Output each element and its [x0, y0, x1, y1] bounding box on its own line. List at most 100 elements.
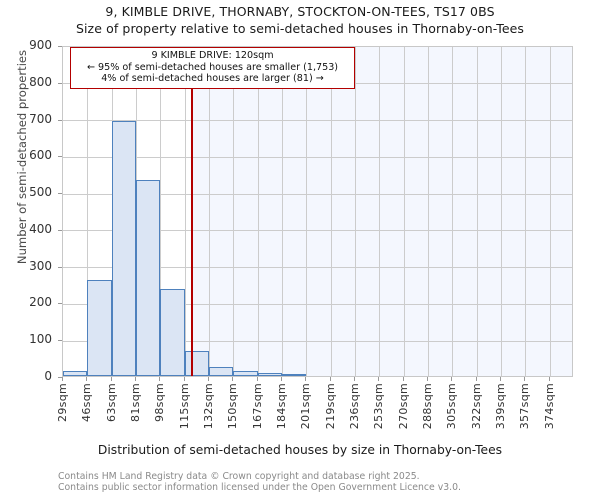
x-tick-label: 29sqm [56, 383, 69, 422]
x-tick-mark [256, 377, 258, 381]
x-tick-mark [183, 377, 185, 381]
x-tick-label: 115sqm [177, 383, 191, 430]
x-tick-label: 46sqm [80, 383, 94, 422]
gridline [403, 47, 405, 376]
y-tick-label: 800 [29, 74, 52, 89]
annotation-line-1: 9 KIMBLE DRIVE: 120sqm [151, 50, 274, 61]
y-tick-label: 500 [29, 185, 52, 200]
x-tick-mark [475, 377, 477, 381]
page-title: 9, KIMBLE DRIVE, THORNABY, STOCKTON-ON-T… [105, 4, 495, 19]
bar [136, 179, 161, 376]
gridline [379, 47, 381, 376]
gridline [355, 47, 356, 376]
x-tick-label: 322sqm [469, 383, 483, 430]
x-tick-label: 201sqm [299, 383, 313, 430]
gridline [330, 47, 332, 376]
x-tick-mark [548, 377, 550, 381]
x-axis-title: Distribution of semi-detached houses by … [97, 443, 503, 457]
gridline [306, 47, 308, 376]
x-tick-mark [62, 377, 63, 381]
gridline [452, 47, 454, 376]
gridline [87, 47, 89, 376]
gridline [63, 156, 572, 158]
x-tick-mark [305, 377, 307, 381]
bar [184, 351, 209, 376]
y-tick-label: 600 [29, 148, 52, 163]
page-subtitle: Size of property relative to semi-detach… [75, 21, 525, 36]
x-tick-mark [500, 377, 501, 381]
footer-line-2: Contains public sector information licen… [58, 482, 461, 493]
x-tick-label: 270sqm [396, 383, 410, 430]
x-tick-label: 357sqm [518, 383, 532, 430]
y-tick-label: 700 [29, 111, 52, 126]
gridline [525, 47, 527, 376]
y-tick-label: 0 [44, 369, 52, 383]
bar [257, 373, 282, 376]
y-tick-mark [58, 303, 62, 305]
gridline [63, 303, 572, 305]
plot-area [62, 46, 573, 377]
x-tick-mark [524, 377, 526, 381]
x-tick-label: 219sqm [323, 383, 337, 430]
x-tick-label: 167sqm [250, 383, 264, 430]
gridline [184, 47, 186, 376]
bar [209, 366, 234, 376]
bar [87, 280, 112, 376]
x-tick-label: 150sqm [226, 383, 240, 430]
gridline [63, 267, 572, 269]
bar [111, 121, 136, 376]
gridline [63, 230, 572, 232]
x-tick-mark [208, 377, 209, 381]
x-tick-label: 81sqm [129, 383, 142, 422]
annotation-line-2: ← 95% of semi-detached houses are smalle… [86, 61, 339, 73]
bar [233, 370, 258, 376]
y-tick-label: 200 [29, 295, 52, 310]
y-tick-mark [58, 377, 62, 378]
footer-attribution: Contains HM Land Registry data © Crown c… [58, 471, 598, 493]
x-tick-mark [110, 377, 112, 381]
y-tick-mark [58, 340, 62, 342]
x-tick-mark [402, 377, 404, 381]
x-tick-label: 98sqm [153, 383, 167, 422]
gridline [209, 47, 210, 376]
y-tick-mark [58, 46, 62, 47]
y-tick-label: 400 [29, 221, 52, 236]
y-tick-label: 100 [29, 332, 52, 347]
x-tick-mark [329, 377, 331, 381]
gridline [160, 47, 162, 376]
gridline [257, 47, 259, 376]
gridline [282, 47, 283, 376]
x-tick-label: 236sqm [348, 383, 361, 430]
x-tick-mark [135, 377, 136, 381]
x-tick-mark [427, 377, 428, 381]
property-marker-line [190, 47, 193, 376]
gridline [63, 340, 572, 342]
x-tick-mark [378, 377, 380, 381]
y-tick-mark [58, 82, 62, 84]
x-tick-label: 184sqm [275, 383, 288, 430]
gridline [233, 47, 235, 376]
x-tick-label: 305sqm [445, 383, 459, 430]
gridline [63, 120, 572, 122]
y-tick-mark [58, 119, 62, 121]
y-tick-label: 300 [29, 258, 52, 273]
bar [160, 288, 185, 376]
annotation-line-3: 4% of semi-detached houses are larger (8… [101, 73, 324, 85]
gridline [63, 193, 572, 195]
y-tick-mark [58, 266, 62, 268]
gridline [428, 47, 429, 376]
x-tick-mark [232, 377, 234, 381]
y-tick-mark [58, 229, 62, 231]
y-tick-label: 900 [29, 38, 52, 52]
gridline [549, 47, 551, 376]
x-tick-label: 339sqm [494, 383, 507, 430]
larger-region-shading [191, 47, 572, 376]
gridline [476, 47, 478, 376]
x-tick-label: 374sqm [542, 383, 556, 430]
x-tick-label: 63sqm [104, 383, 118, 422]
x-tick-label: 253sqm [372, 383, 386, 430]
x-tick-mark [159, 377, 161, 381]
x-tick-label: 288sqm [421, 383, 434, 430]
x-tick-label: 132sqm [202, 383, 215, 430]
